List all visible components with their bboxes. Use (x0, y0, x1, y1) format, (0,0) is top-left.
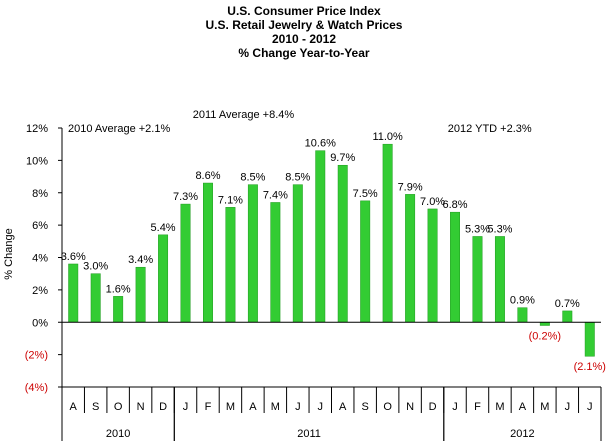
x-tick-label: J (318, 401, 324, 413)
bar-value-label: (0.2%) (529, 330, 561, 342)
x-tick-label: J (587, 401, 593, 413)
x-tick-label: J (565, 401, 571, 413)
y-tick-label: 10% (26, 155, 48, 167)
bar (517, 307, 528, 323)
bar-value-label: 0.9% (510, 295, 535, 307)
x-tick-label: M (226, 401, 235, 413)
x-tick-label: O (383, 401, 392, 413)
bar-value-label: 5.4% (151, 222, 176, 234)
y-tick-label: 6% (32, 220, 48, 232)
x-tick-label: A (249, 401, 257, 413)
bar-value-label: 11.0% (372, 131, 403, 143)
y-tick-label: 2% (32, 285, 48, 297)
bar (360, 200, 371, 323)
bar-value-label: 7.5% (353, 188, 378, 200)
chart-title-line-3: 2010 - 2012 (271, 32, 337, 46)
x-tick-label: S (92, 401, 99, 413)
bar-value-label: 1.6% (106, 283, 131, 295)
bar (113, 296, 124, 323)
x-tick-label: J (183, 401, 189, 413)
x-tick-label: F (205, 401, 212, 413)
bar-value-label: 3.6% (61, 251, 86, 263)
x-tick-label: J (295, 401, 301, 413)
x-tick-label: M (495, 401, 504, 413)
bar (472, 236, 483, 323)
bar (247, 184, 258, 323)
bar (584, 322, 595, 357)
bar (225, 207, 236, 323)
bar-value-label: 8.5% (240, 172, 265, 184)
bar-value-label: 3.4% (128, 254, 153, 266)
bar-value-label: 7.4% (263, 189, 288, 201)
bar-value-label: 0.7% (555, 298, 580, 310)
bar (90, 273, 101, 323)
bar-value-label: 10.6% (305, 138, 336, 150)
chart-title-line-2: U.S. Retail Jewelry & Watch Prices (205, 18, 403, 32)
bar-value-label: 8.6% (195, 170, 220, 182)
year-label: 2012 (510, 428, 534, 440)
x-tick-label: A (339, 401, 347, 413)
x-tick-label: N (137, 401, 145, 413)
bar (292, 184, 303, 323)
bar-value-label: 9.7% (330, 152, 355, 164)
bar (135, 266, 146, 323)
bar (405, 194, 416, 323)
year-label: 2011 (297, 428, 321, 440)
bar-value-label: 5.3% (465, 223, 490, 235)
bar (203, 182, 213, 323)
x-tick-label: D (159, 401, 167, 413)
y-tick-label: 12% (26, 123, 48, 135)
bar-value-label: 5.3% (487, 223, 512, 235)
y-tick-label: (2%) (25, 350, 48, 362)
bar-value-label: 7.3% (173, 191, 198, 203)
period-average-annotation: 2010 Average +2.1% (68, 123, 170, 135)
bar (180, 203, 191, 323)
x-tick-label: A (519, 401, 527, 413)
bar-value-label: (2.1%) (574, 361, 606, 373)
bar-value-label: 6.8% (442, 199, 467, 211)
x-tick-label: M (271, 401, 280, 413)
chart-title-line-4: % Change Year-to-Year (238, 46, 370, 60)
bar (315, 150, 326, 323)
bar (450, 211, 460, 323)
y-tick-label: 0% (32, 317, 48, 329)
year-label: 2010 (106, 428, 130, 440)
bar (68, 263, 79, 323)
bar (337, 164, 348, 323)
bar-value-label: 3.0% (83, 261, 108, 273)
x-tick-label: N (406, 401, 414, 413)
x-tick-label: M (540, 401, 549, 413)
period-average-annotation: 2011 Average +8.4% (193, 109, 295, 121)
x-tick-label: A (70, 401, 78, 413)
bar-value-label: 7.1% (218, 194, 243, 206)
bar-value-label: 7.9% (398, 181, 423, 193)
y-tick-label: (4%) (25, 382, 48, 394)
chart-title-line-1: U.S. Consumer Price Index (227, 4, 381, 18)
y-axis-label: % Change (3, 228, 15, 279)
x-tick-label: F (474, 401, 481, 413)
y-tick-label: 8% (32, 188, 48, 200)
bar (270, 202, 281, 323)
chart-title-block: U.S. Consumer Price Index U.S. Retail Je… (0, 4, 608, 60)
bar (494, 236, 505, 323)
x-tick-label: S (362, 401, 369, 413)
x-tick-label: O (114, 401, 123, 413)
x-tick-label: D (429, 401, 437, 413)
bar-value-label: 7.0% (420, 196, 445, 208)
x-tick-label: J (452, 401, 458, 413)
bar (427, 208, 438, 323)
bar (382, 143, 393, 323)
bar (562, 310, 573, 323)
y-tick-label: 4% (32, 253, 48, 265)
bar (158, 234, 169, 323)
bar-value-label: 8.5% (285, 172, 310, 184)
period-average-annotation: 2012 YTD +2.3% (448, 123, 532, 135)
